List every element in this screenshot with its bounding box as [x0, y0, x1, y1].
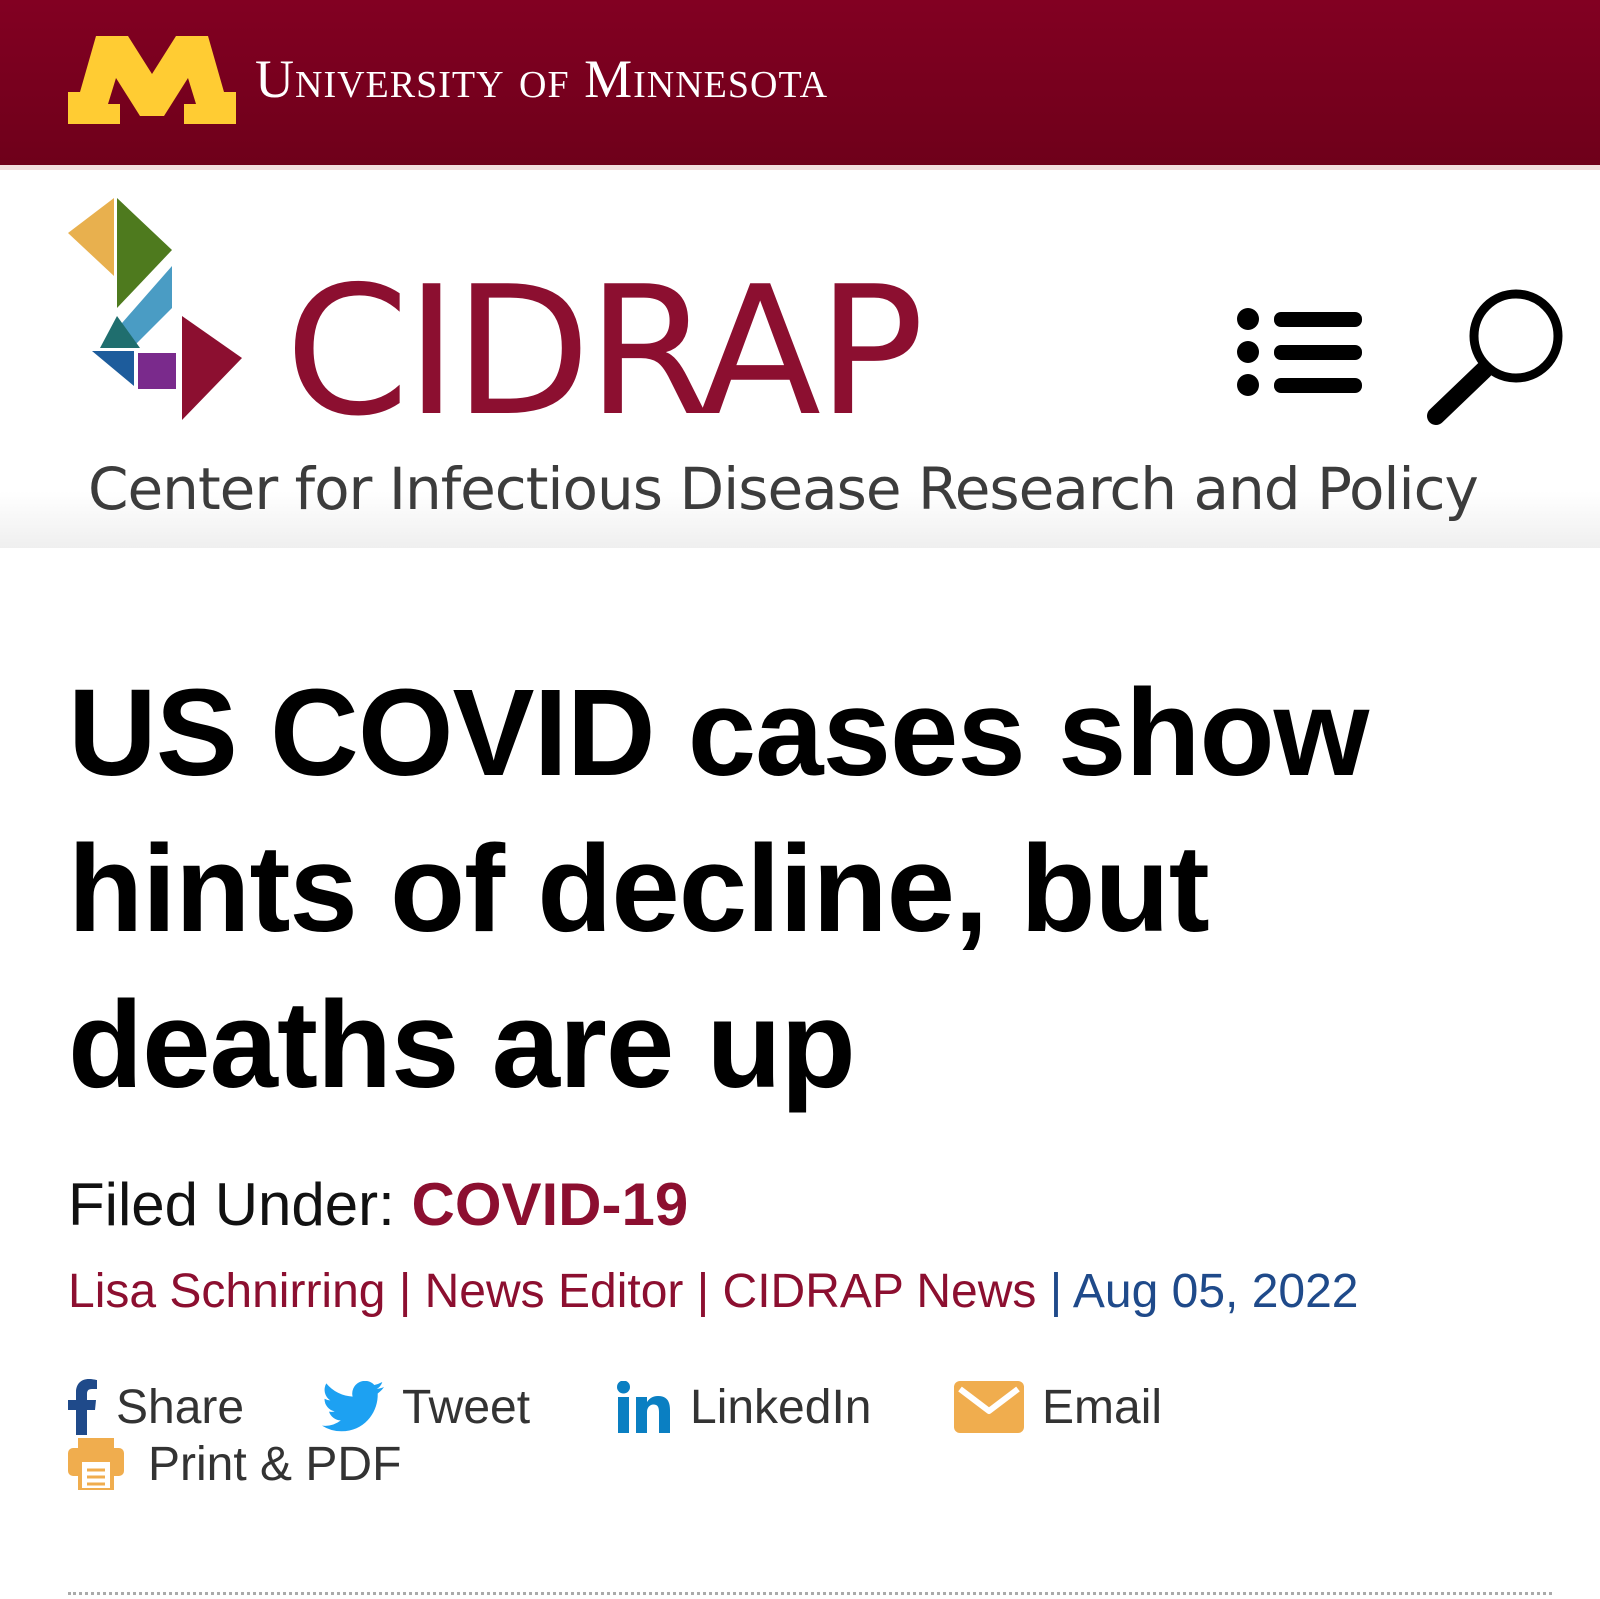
- byline-separator: |: [1049, 1265, 1063, 1318]
- author-role: News Editor: [424, 1265, 684, 1318]
- share-email-button[interactable]: Email: [954, 1372, 1162, 1442]
- byline-separator: |: [696, 1265, 710, 1318]
- share-facebook-label: Share: [116, 1380, 245, 1434]
- byline-separator: |: [398, 1265, 412, 1318]
- search-button[interactable]: [1424, 288, 1574, 426]
- share-email-label: Email: [1042, 1380, 1163, 1434]
- linkedin-icon: [617, 1381, 670, 1433]
- envelope-icon: [954, 1381, 1024, 1433]
- menu-button[interactable]: [1236, 302, 1366, 402]
- publish-date: Aug 05, 2022: [1072, 1265, 1359, 1318]
- article-headline: US COVID cases show hints of decline, bu…: [68, 665, 1369, 1114]
- share-twitter-label: Tweet: [402, 1380, 531, 1434]
- printer-icon: [68, 1438, 124, 1490]
- umn-block-m-icon[interactable]: [68, 32, 236, 124]
- cidrap-logo-mark-icon[interactable]: [62, 198, 257, 438]
- site-tagline: Center for Infectious Disease Research a…: [88, 455, 1479, 523]
- university-banner: University of Minnesota: [0, 0, 1600, 170]
- section-divider: [68, 1592, 1552, 1595]
- news-outlet[interactable]: CIDRAP News: [722, 1265, 1037, 1318]
- category-link[interactable]: COVID-19: [411, 1171, 689, 1238]
- author-name[interactable]: Lisa Schnirring: [68, 1265, 386, 1318]
- byline: Lisa Schnirring | News Editor | CIDRAP N…: [68, 1262, 1359, 1322]
- twitter-icon: [322, 1381, 384, 1432]
- facebook-icon: [68, 1379, 97, 1435]
- university-name[interactable]: University of Minnesota: [255, 49, 829, 109]
- filed-under: Filed Under: COVID-19: [68, 1170, 688, 1240]
- share-twitter-button[interactable]: Tweet: [322, 1372, 530, 1442]
- share-facebook-button[interactable]: Share: [68, 1372, 244, 1442]
- print-pdf-button[interactable]: Print & PDF: [68, 1434, 401, 1494]
- list-menu-icon: [1237, 308, 1362, 396]
- site-header: CIDRAP Center for Infectious Disease Res…: [0, 170, 1600, 548]
- search-icon: [1427, 289, 1563, 425]
- share-linkedin-label: LinkedIn: [690, 1380, 872, 1434]
- filed-under-label: Filed Under:: [68, 1171, 395, 1238]
- share-linkedin-button[interactable]: LinkedIn: [616, 1372, 871, 1442]
- banner-divider: [0, 165, 1600, 170]
- cidrap-logo-text[interactable]: CIDRAP: [285, 248, 924, 455]
- print-pdf-label: Print & PDF: [148, 1437, 402, 1491]
